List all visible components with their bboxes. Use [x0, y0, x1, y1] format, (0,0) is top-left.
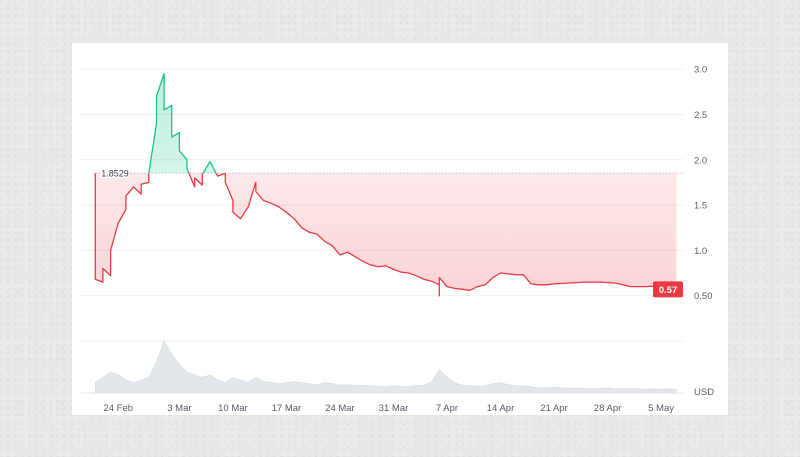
- x-tick-label: 14 Apr: [487, 403, 514, 414]
- area-above-reference: [148, 73, 217, 174]
- price-line-up: [148, 73, 226, 174]
- area-below-reference: [95, 173, 677, 296]
- price-line: [94, 73, 677, 297]
- current-price-badge-bg: [653, 281, 683, 298]
- chart-card: 1.8529 3.0 2.5 2.0 1.5 1.0 0.50 24 Feb 3 Mar 10…: [72, 43, 728, 415]
- x-tick-label: 24 Mar: [325, 403, 355, 414]
- reference-price-label: 1.8529: [101, 169, 129, 179]
- x-tick-label: 3 Mar: [167, 403, 191, 414]
- y-tick-label: 2.0: [694, 155, 707, 166]
- current-price-badge: 0.57: [653, 281, 683, 298]
- price-line-down: [94, 173, 677, 297]
- volume-histogram: [94, 340, 677, 394]
- current-price-value: 0.57: [659, 285, 678, 296]
- x-tick-label: 17 Mar: [272, 403, 302, 414]
- volume-area: [94, 340, 677, 394]
- y-tick-label: 1.0: [694, 246, 707, 257]
- y-tick-label: 3.0: [694, 65, 707, 76]
- price-chart[interactable]: 1.8529 3.0 2.5 2.0 1.5 1.0 0.50 24 Feb 3 Mar 10…: [72, 43, 728, 415]
- x-tick-label: 7 Apr: [436, 403, 458, 414]
- x-tick-label: 28 Apr: [594, 403, 621, 414]
- y-axis-ticks: 3.0 2.5 2.0 1.5 1.0 0.50: [694, 65, 713, 303]
- x-tick-label: 31 Mar: [379, 403, 409, 414]
- currency-label: USD: [694, 387, 714, 398]
- price-area-fill: [95, 73, 677, 296]
- x-tick-label: 10 Mar: [218, 403, 248, 414]
- x-tick-label: 5 May: [648, 403, 674, 414]
- x-tick-label: 24 Feb: [103, 403, 133, 414]
- x-axis-ticks: 24 Feb 3 Mar 10 Mar 17 Mar 24 Mar 31 Mar 7 Apr…: [103, 403, 674, 414]
- y-tick-label: 1.5: [694, 201, 707, 212]
- x-tick-label: 21 Apr: [540, 403, 567, 414]
- y-tick-label: 2.5: [694, 110, 707, 121]
- y-tick-label: 0.50: [694, 291, 713, 302]
